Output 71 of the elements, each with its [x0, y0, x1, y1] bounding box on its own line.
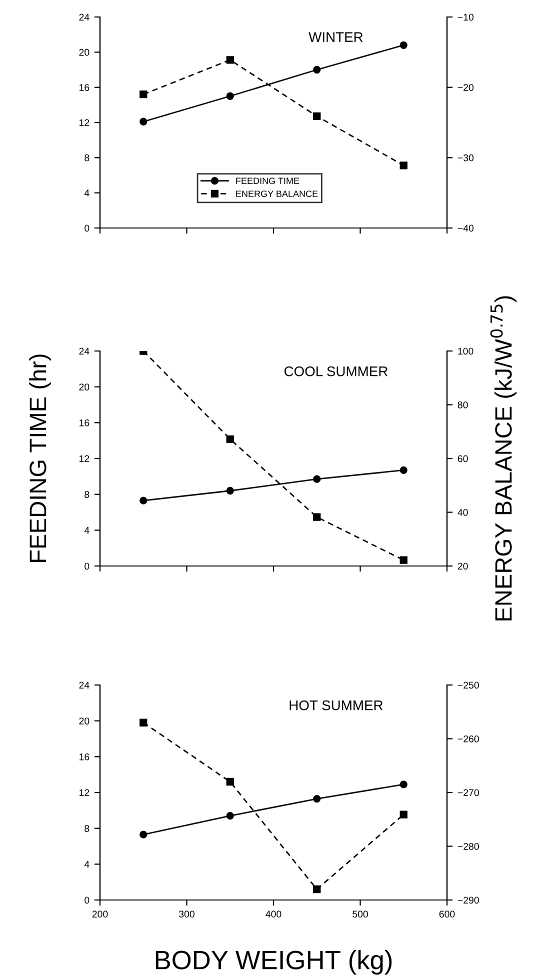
y2-axis-title: ENERGY BALANCE (kJ/W$^{0.75}$)	[490, 296, 516, 620]
y2-tick-label: −250	[458, 682, 479, 689]
point	[140, 718, 148, 726]
point	[400, 162, 408, 170]
text: COOL SUMMER	[284, 366, 388, 376]
y-tick-label: 20	[79, 718, 90, 724]
y2-tick-label: −20	[458, 84, 474, 91]
y2-tick-label: −30	[458, 154, 474, 162]
y-tick-label: 16	[80, 84, 90, 91]
y-tick-label: 20	[79, 48, 90, 56]
point	[400, 810, 408, 818]
y-tick-label: 16	[80, 419, 90, 426]
y2-tick-label: 60	[458, 455, 468, 462]
legend-label: ENERGY BALANCE	[236, 190, 318, 197]
y2-tick-label: −10	[458, 14, 474, 21]
text: WINTER	[308, 32, 363, 42]
point	[140, 90, 148, 98]
point	[313, 885, 321, 894]
y2-tick-label: 100	[458, 348, 474, 355]
x-tick-label: 200	[92, 910, 108, 918]
legend-label: FEEDING TIME	[236, 178, 300, 184]
x-axis-title: BODY WEIGHT (kg)	[156, 950, 392, 975]
point	[313, 513, 321, 521]
point	[226, 812, 234, 820]
y2-tick-label: −260	[458, 735, 479, 742]
x-tick-label: 500	[352, 910, 368, 918]
point	[313, 112, 321, 120]
point	[313, 475, 321, 483]
point	[226, 92, 234, 100]
point	[400, 466, 408, 474]
y-tick-label: 8	[84, 491, 90, 498]
y-tick-label: 12	[80, 789, 90, 796]
y2-tick-label: −280	[458, 842, 479, 850]
point	[313, 794, 321, 803]
y-tick-label: 24	[79, 348, 90, 355]
y-tick-label: 24	[79, 14, 90, 21]
y-tick-label: 24	[79, 682, 90, 689]
point	[226, 486, 234, 495]
point	[400, 780, 408, 788]
y-tick-label: 20	[79, 384, 90, 390]
point	[400, 556, 408, 564]
x-tick-label: 300	[179, 910, 194, 918]
y2-tick-label: 40	[458, 508, 468, 516]
point	[226, 435, 234, 443]
y-tick-label: 12	[80, 455, 90, 462]
y-tick-label: 16	[80, 753, 90, 760]
y2-tick-label: −290	[458, 896, 479, 904]
y2-tick-label: −40	[458, 224, 474, 232]
y-tick-label: 0	[84, 562, 90, 570]
y-tick-label: 4	[84, 527, 90, 534]
point	[140, 830, 148, 838]
y2-tick-label: −270	[458, 789, 479, 796]
x-tick-label: 600	[439, 910, 455, 918]
y-tick-label: 0	[84, 224, 90, 232]
y2-tick-label: 80	[458, 401, 468, 408]
y-tick-label: 8	[84, 154, 90, 162]
y2-tick-label: 20	[458, 562, 468, 570]
y-tick-label: 12	[80, 119, 90, 126]
y-tick-label: 0	[84, 896, 90, 904]
y-tick-label: 8	[84, 825, 90, 832]
x-tick-label: 400	[266, 910, 282, 918]
point	[140, 118, 148, 126]
y-tick-label: 4	[84, 861, 90, 868]
point	[226, 778, 234, 786]
point	[140, 496, 148, 504]
point	[313, 66, 321, 74]
y-tick-label: 4	[84, 190, 90, 196]
y-axis-title: FEEDING TIME (hr)	[28, 354, 51, 562]
point	[226, 56, 234, 64]
point	[400, 41, 408, 49]
text: HOT SUMMER	[290, 700, 383, 710]
